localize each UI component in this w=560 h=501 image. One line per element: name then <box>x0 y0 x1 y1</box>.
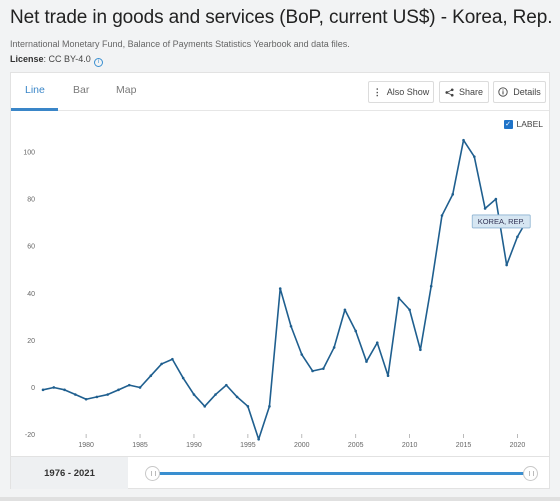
data-point <box>365 360 368 363</box>
year-range-slider: 1976 - 2021 <box>10 457 550 489</box>
share-label: Share <box>458 87 484 97</box>
data-point <box>332 346 336 349</box>
label-toggle[interactable]: ✓ LABEL <box>503 119 543 129</box>
y-tick-label: 60 <box>27 244 35 251</box>
data-point <box>343 308 347 312</box>
data-point <box>429 284 433 288</box>
data-point <box>516 235 519 239</box>
series-line-korea <box>42 139 529 441</box>
x-tick-label: 1980 <box>78 442 94 449</box>
data-point <box>246 405 250 408</box>
share-button[interactable]: Share <box>439 81 489 103</box>
data-point <box>149 374 153 378</box>
data-point <box>440 214 444 217</box>
y-tick-label: 40 <box>27 291 35 298</box>
data-point <box>257 437 260 441</box>
data-point <box>84 397 88 401</box>
data-point <box>95 395 99 399</box>
slider-handle-start[interactable] <box>145 466 160 481</box>
page-scroll-rail <box>0 497 560 501</box>
license-line: License: CC BY-4.0 i <box>10 54 103 67</box>
tab-map[interactable]: Map <box>116 84 137 96</box>
data-point <box>397 296 401 300</box>
page-title: Net trade in goods and services (BoP, cu… <box>10 7 553 28</box>
data-point <box>74 393 77 396</box>
y-tick-label: 100 <box>23 149 35 156</box>
info-circle-icon <box>498 87 508 97</box>
y-tick-label: 20 <box>27 338 35 345</box>
data-point <box>63 388 66 392</box>
data-point <box>41 388 45 392</box>
data-point <box>127 383 131 387</box>
data-point <box>106 393 109 396</box>
also-show-label: Also Show <box>386 87 430 97</box>
data-point <box>171 357 174 361</box>
data-point <box>473 155 476 158</box>
data-point <box>408 308 411 312</box>
data-point <box>375 341 379 345</box>
x-tick-label: 2000 <box>294 442 310 449</box>
slider-handle-end[interactable] <box>523 466 538 481</box>
y-tick-label: 80 <box>27 197 35 204</box>
tab-line[interactable]: Line <box>25 84 45 96</box>
data-point <box>138 386 142 389</box>
active-tab-indicator <box>11 108 58 111</box>
license-value: : CC BY-4.0 <box>43 54 91 64</box>
x-tick-label: 1985 <box>132 442 148 449</box>
more-vertical-icon: ⋮ <box>372 86 382 97</box>
y-tick-label: -20 <box>25 432 35 439</box>
source-note: International Monetary Fund, Balance of … <box>10 39 350 49</box>
data-point <box>311 369 314 373</box>
data-point <box>214 393 217 396</box>
label-toggle-text: LABEL <box>516 119 543 129</box>
slider-track[interactable] <box>153 472 530 475</box>
x-tick-label: 2020 <box>510 442 526 449</box>
x-tick-label: 1995 <box>240 442 256 449</box>
tab-bar[interactable]: Bar <box>73 84 90 96</box>
data-point <box>117 388 120 392</box>
data-point <box>386 374 390 378</box>
details-button[interactable]: Details <box>493 81 546 103</box>
series-label-box <box>471 214 531 229</box>
data-point <box>52 386 56 389</box>
also-show-button[interactable]: ⋮ Also Show <box>368 81 434 103</box>
license-label: License <box>10 54 44 64</box>
data-point <box>160 362 163 366</box>
data-point <box>494 197 498 201</box>
x-tick-label: 2015 <box>456 442 472 449</box>
data-point <box>203 405 207 408</box>
data-point <box>278 287 282 290</box>
data-point <box>462 138 465 142</box>
data-point <box>505 263 508 267</box>
details-label: Details <box>513 87 541 97</box>
data-point <box>181 376 185 380</box>
x-tick-label: 1990 <box>186 442 202 449</box>
data-point <box>289 324 293 328</box>
checkbox-checked-icon[interactable]: ✓ <box>503 119 513 129</box>
view-tabs: Line Bar Map ⋮ Also Show Share Details <box>11 73 549 111</box>
line-chart: -20 0 20 40 60 80 100 1980 1985 1990 1995 2000 2005 2… <box>23 138 531 449</box>
x-tick-label: 2010 <box>402 442 418 449</box>
data-point <box>354 329 357 333</box>
chart-panel: Line Bar Map ⋮ Also Show Share Details ✓… <box>10 72 550 457</box>
data-point <box>268 405 271 408</box>
year-range-label: 1976 - 2021 <box>11 457 128 489</box>
data-point <box>451 193 455 196</box>
data-point <box>225 383 228 387</box>
x-tick-label: 2005 <box>348 442 364 449</box>
chart-area: ✓ LABEL -20 0 20 40 60 80 100 1980 1985 1990 1995 2… <box>11 111 551 457</box>
data-point <box>235 395 239 399</box>
y-tick-label: 0 <box>31 385 35 392</box>
series-label-text: KOREA, REP. <box>478 217 525 226</box>
data-point <box>192 393 196 396</box>
data-point <box>483 207 487 210</box>
data-point <box>322 367 325 370</box>
data-point <box>300 353 304 356</box>
share-icon <box>445 87 454 97</box>
info-icon[interactable]: i <box>93 58 103 67</box>
data-point <box>419 348 422 352</box>
